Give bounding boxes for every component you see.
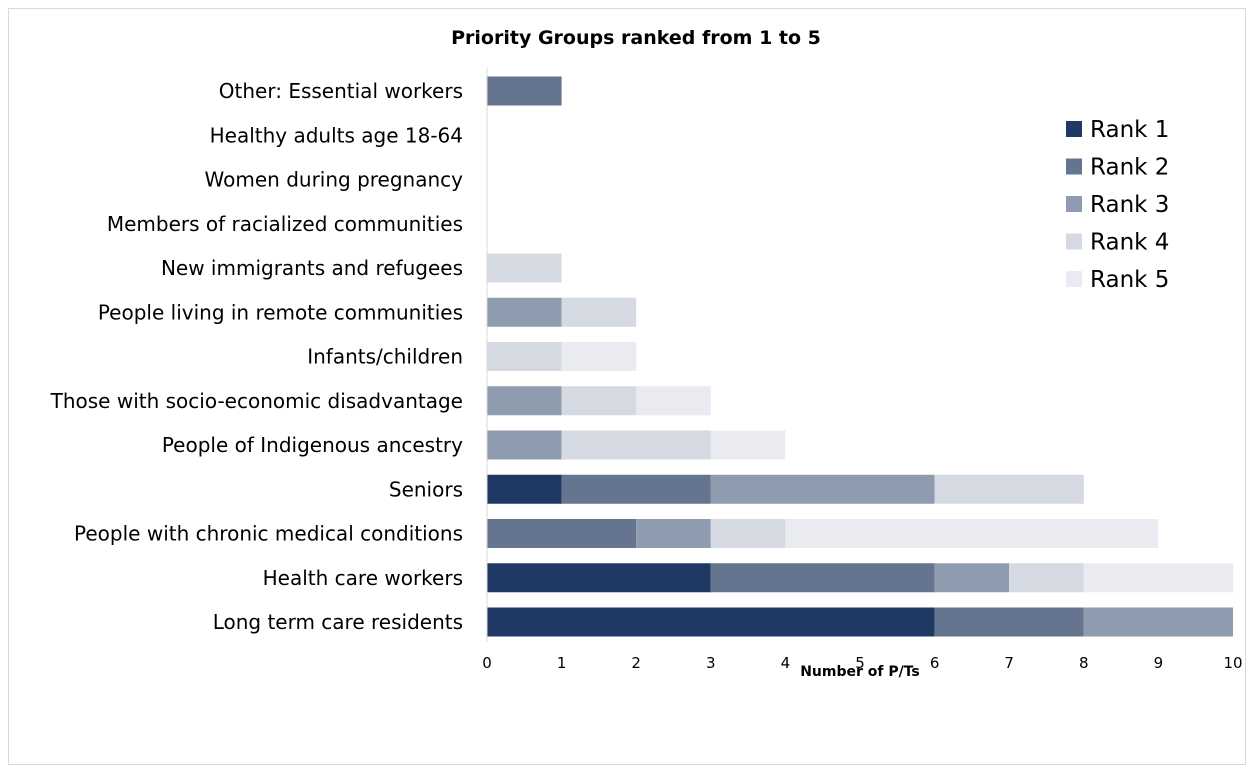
category-label: Members of racialized communities xyxy=(107,212,463,236)
bar-segment xyxy=(487,519,637,548)
legend-label: Rank 4 xyxy=(1090,230,1169,256)
bar-segment xyxy=(487,297,562,327)
bar-segment xyxy=(561,430,711,460)
bar-segment xyxy=(561,386,637,416)
category-label: Infants/children xyxy=(307,345,463,369)
x-tick-label: 1 xyxy=(557,654,567,672)
bar-segment xyxy=(934,474,1084,504)
x-tick-labels: 0 1 2 3 4 5 6 7 8 9 10 xyxy=(482,654,1242,672)
x-tick-label: 0 xyxy=(482,654,492,672)
category-label: Those with socio-economic disadvantage xyxy=(50,389,463,413)
category-label: Health care workers xyxy=(263,566,463,590)
legend-label: Rank 1 xyxy=(1090,117,1169,143)
category-label: People of Indigenous ancestry xyxy=(162,433,463,457)
bar-segment xyxy=(487,430,562,460)
legend-swatch xyxy=(1066,158,1082,175)
category-label: People with chronic medical conditions xyxy=(74,522,463,546)
bar-segment xyxy=(561,297,637,327)
bar-segment xyxy=(487,607,935,637)
legend-label: Rank 2 xyxy=(1090,155,1169,181)
legend-label: Rank 3 xyxy=(1090,192,1169,218)
x-axis-label: Number of P/Ts xyxy=(800,664,920,680)
x-tick-label: 4 xyxy=(781,654,791,672)
x-tick-label: 3 xyxy=(706,654,716,672)
chart-title: Priority Groups ranked from 1 to 5 xyxy=(451,27,821,49)
category-label: People living in remote communities xyxy=(98,300,463,324)
category-label: Other: Essential workers xyxy=(219,79,463,103)
bar-segment xyxy=(487,342,562,371)
bar-segment xyxy=(710,519,786,548)
legend-swatch xyxy=(1066,196,1082,212)
bar-segment xyxy=(1083,563,1233,593)
category-label: Healthy adults age 18-64 xyxy=(210,123,463,147)
bar-segment xyxy=(487,563,711,593)
x-tick-label: 10 xyxy=(1223,654,1242,672)
x-tick-label: 7 xyxy=(1004,654,1014,672)
x-tick-label: 8 xyxy=(1079,654,1089,672)
bar-segment xyxy=(710,563,935,593)
legend-swatch xyxy=(1066,233,1082,250)
category-label: Women during pregnancy xyxy=(205,168,464,192)
category-labels: Other: Essential workers Healthy adults a… xyxy=(50,79,464,634)
category-label: Long term care residents xyxy=(213,610,463,634)
bar-segment xyxy=(1009,563,1084,593)
bar-segment xyxy=(636,519,711,548)
legend-swatch xyxy=(1066,121,1082,137)
x-tick-label: 9 xyxy=(1154,654,1164,672)
bar-segment xyxy=(487,474,562,504)
bar-segment xyxy=(934,563,1010,593)
bar-segment xyxy=(487,253,562,283)
x-tick-label: 2 xyxy=(631,654,641,672)
x-tick-label: 5 xyxy=(855,654,865,672)
bar-segment xyxy=(487,386,562,416)
bar-segment xyxy=(561,474,711,504)
bar-segment xyxy=(934,607,1084,637)
bar-segment xyxy=(561,342,637,371)
bar-segment xyxy=(1083,607,1233,637)
x-tick-label: 6 xyxy=(930,654,940,672)
legend: Rank 1 Rank 2 Rank 3 Rank 4 Rank 5 xyxy=(1066,117,1169,293)
category-label: New immigrants and refugees xyxy=(161,256,463,280)
bars xyxy=(487,76,1233,637)
bar-segment xyxy=(785,519,1159,548)
category-label: Seniors xyxy=(389,477,463,501)
chart-frame xyxy=(8,8,1246,765)
bar-segment xyxy=(710,474,935,504)
bar-segment xyxy=(487,76,562,106)
legend-label: Rank 5 xyxy=(1090,267,1169,293)
legend-swatch xyxy=(1066,271,1082,287)
bar-segment xyxy=(710,430,786,460)
bar-segment xyxy=(636,386,711,416)
